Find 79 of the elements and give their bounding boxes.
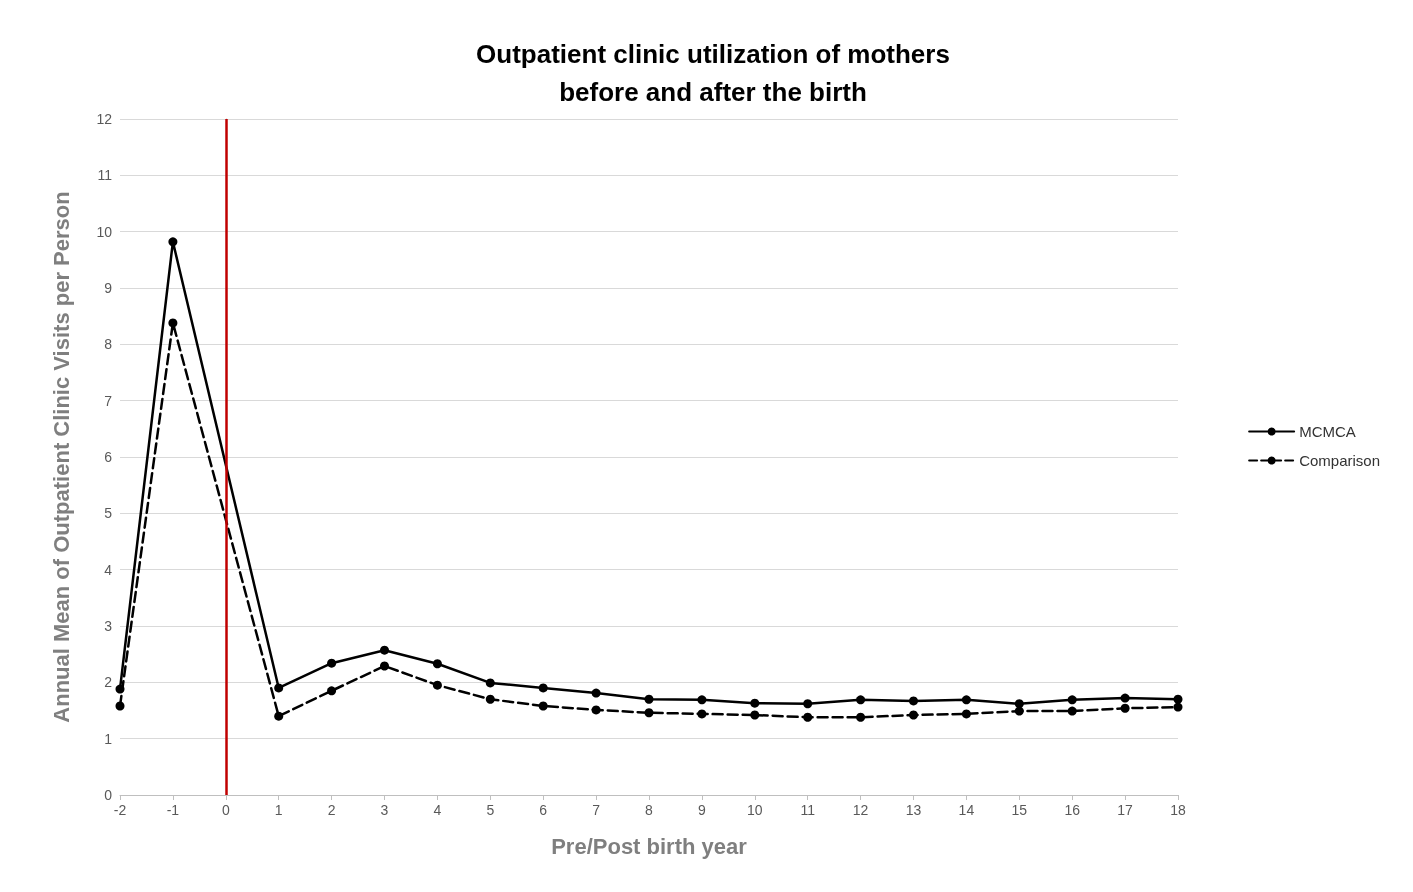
point <box>380 661 389 671</box>
x-axis-title: Pre/Post birth year <box>551 833 748 859</box>
x-tick-label: 17 <box>1117 802 1134 818</box>
point <box>538 683 548 693</box>
point <box>1067 706 1077 716</box>
chart-title: Outpatient clinic utilization of mothers before and after the birth <box>476 39 950 107</box>
x-tick-label: 11 <box>800 802 816 818</box>
point <box>856 695 866 705</box>
point <box>485 678 495 688</box>
x-tick-label: -1 <box>166 802 180 818</box>
x-tick-label: 9 <box>698 802 706 818</box>
legend-label: Comparison <box>1299 452 1381 469</box>
point <box>1014 706 1024 716</box>
point <box>380 645 389 655</box>
y-tick-label: 2 <box>104 674 113 691</box>
x-tick-label: -2 <box>113 802 127 818</box>
legend-label: MCMCA <box>1299 423 1356 440</box>
point <box>803 712 813 722</box>
y-tick-label: 0 <box>104 787 113 803</box>
point <box>485 694 495 704</box>
point <box>538 701 548 711</box>
x-tick-label: 8 <box>645 802 654 818</box>
y-tick-label: 6 <box>104 449 113 465</box>
y-tick-label: 11 <box>97 167 113 184</box>
point <box>115 701 125 711</box>
x-tick-label: 2 <box>327 802 336 818</box>
x-tick-label: 10 <box>747 802 763 818</box>
x-tick-label: 14 <box>958 802 975 818</box>
y-tick-label: 3 <box>104 618 113 634</box>
point <box>750 710 760 720</box>
x-tick-label: 4 <box>433 802 442 818</box>
point <box>1014 699 1024 709</box>
point <box>115 684 125 694</box>
point <box>1067 695 1077 705</box>
point <box>432 680 442 690</box>
point <box>168 237 178 247</box>
y-tick-label: 8 <box>104 336 113 353</box>
y-tick-label: 9 <box>104 280 113 296</box>
point <box>697 709 707 719</box>
x-tick-label: 15 <box>1011 802 1028 818</box>
y-tick-label: 1 <box>104 730 113 747</box>
point <box>909 710 918 720</box>
point <box>327 686 337 696</box>
point <box>274 683 284 693</box>
point <box>432 659 442 669</box>
y-tick-label: 10 <box>96 223 113 240</box>
y-tick-label: 5 <box>104 505 113 522</box>
x-tick-label: 3 <box>380 802 389 818</box>
point <box>961 695 971 705</box>
point <box>803 699 813 709</box>
point <box>327 658 337 668</box>
x-tick-label: 1 <box>274 802 283 818</box>
x-tick-label: 7 <box>592 802 601 818</box>
y-tick-label: 7 <box>104 392 113 409</box>
point <box>644 694 654 704</box>
x-tick-label: 18 <box>1170 802 1186 818</box>
point <box>644 708 654 718</box>
point <box>591 705 601 715</box>
point <box>1173 694 1183 704</box>
x-tick-label: 6 <box>539 802 548 818</box>
y-tick-label: 4 <box>104 561 113 578</box>
point <box>591 688 601 698</box>
point <box>961 709 971 719</box>
point <box>909 696 918 706</box>
x-tick-label: 13 <box>905 802 922 818</box>
y-axis-title: Annual Mean of Outpatient Clinic Visits per Person <box>48 191 74 723</box>
point <box>168 318 178 328</box>
point <box>1120 703 1130 713</box>
point <box>697 695 707 705</box>
point <box>856 712 866 722</box>
x-tick-label: 12 <box>852 802 869 818</box>
x-tick-label: 5 <box>486 802 495 818</box>
x-tick-label: 0 <box>221 802 230 818</box>
point <box>750 698 760 708</box>
y-tick-label: 12 <box>96 111 113 127</box>
x-tick-label: 16 <box>1064 802 1081 818</box>
point <box>1120 693 1130 703</box>
point <box>274 711 284 721</box>
point <box>1173 702 1183 712</box>
